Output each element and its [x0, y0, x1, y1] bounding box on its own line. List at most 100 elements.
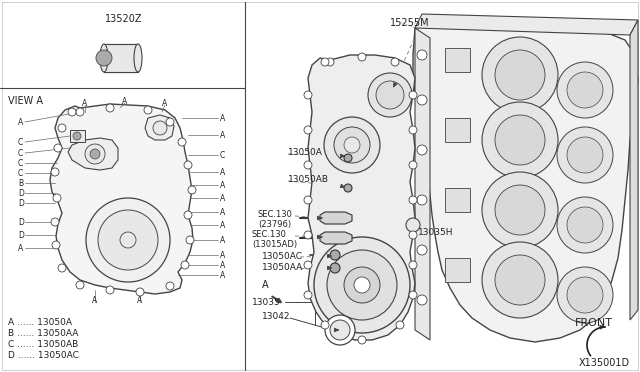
Polygon shape: [415, 14, 638, 35]
Circle shape: [184, 211, 192, 219]
Text: X135001D: X135001D: [579, 358, 630, 368]
Text: VIEW A: VIEW A: [8, 96, 43, 106]
Circle shape: [557, 127, 613, 183]
Circle shape: [330, 250, 340, 260]
Circle shape: [330, 263, 340, 273]
Circle shape: [482, 102, 558, 178]
Ellipse shape: [100, 44, 108, 72]
Circle shape: [85, 144, 105, 164]
Circle shape: [391, 58, 399, 66]
Circle shape: [396, 321, 404, 329]
Ellipse shape: [134, 44, 142, 72]
Circle shape: [304, 291, 312, 299]
Text: A: A: [220, 180, 225, 189]
Text: A: A: [220, 260, 225, 269]
Circle shape: [52, 241, 60, 249]
Circle shape: [409, 231, 417, 239]
Polygon shape: [445, 188, 470, 212]
Text: B: B: [18, 179, 23, 187]
Circle shape: [53, 194, 61, 202]
Text: A: A: [18, 244, 23, 253]
Polygon shape: [445, 258, 470, 282]
Text: D: D: [18, 199, 24, 208]
Polygon shape: [104, 44, 138, 72]
Text: A: A: [122, 97, 127, 106]
Circle shape: [96, 50, 112, 66]
Circle shape: [409, 261, 417, 269]
Circle shape: [106, 286, 114, 294]
Circle shape: [358, 336, 366, 344]
Circle shape: [417, 95, 427, 105]
Text: A: A: [220, 113, 225, 122]
Circle shape: [76, 108, 84, 116]
Text: A: A: [220, 221, 225, 230]
Circle shape: [321, 58, 329, 66]
Text: 13050AC: 13050AC: [262, 252, 303, 261]
Circle shape: [186, 236, 194, 244]
Circle shape: [417, 295, 427, 305]
Circle shape: [304, 126, 312, 134]
Text: C ...... 13050AB: C ...... 13050AB: [8, 340, 78, 349]
Circle shape: [417, 145, 427, 155]
Circle shape: [51, 168, 59, 176]
Circle shape: [495, 115, 545, 165]
Text: C: C: [220, 151, 225, 160]
Circle shape: [557, 197, 613, 253]
Circle shape: [368, 73, 412, 117]
Text: C: C: [18, 158, 23, 167]
Circle shape: [326, 58, 334, 66]
Circle shape: [68, 108, 76, 116]
Polygon shape: [320, 212, 352, 224]
Polygon shape: [445, 118, 470, 142]
Text: A: A: [220, 193, 225, 202]
Circle shape: [482, 172, 558, 248]
Circle shape: [324, 117, 380, 173]
Text: A: A: [220, 250, 225, 260]
Circle shape: [120, 232, 136, 248]
Circle shape: [482, 242, 558, 318]
Circle shape: [417, 245, 427, 255]
Circle shape: [54, 144, 62, 152]
Text: D: D: [18, 189, 24, 198]
Text: 15255M: 15255M: [390, 18, 429, 28]
Circle shape: [58, 124, 66, 132]
Circle shape: [567, 72, 603, 108]
Circle shape: [409, 291, 417, 299]
Text: FRONT: FRONT: [575, 318, 613, 328]
Text: 13042: 13042: [262, 312, 291, 321]
Circle shape: [181, 261, 189, 269]
Circle shape: [358, 53, 366, 61]
Circle shape: [334, 127, 370, 163]
Polygon shape: [68, 138, 118, 170]
Text: A: A: [220, 208, 225, 217]
Text: 13050A: 13050A: [288, 148, 323, 157]
Text: 13035: 13035: [252, 298, 281, 307]
Text: A: A: [138, 296, 143, 305]
Circle shape: [495, 185, 545, 235]
Circle shape: [417, 195, 427, 205]
Circle shape: [344, 267, 380, 303]
Text: D ...... 13050AC: D ...... 13050AC: [8, 351, 79, 360]
Circle shape: [557, 62, 613, 118]
Polygon shape: [413, 22, 638, 342]
Text: 13050AA: 13050AA: [262, 263, 303, 272]
Text: A: A: [220, 235, 225, 244]
Text: 13035H: 13035H: [418, 228, 454, 237]
Text: D: D: [18, 231, 24, 240]
Text: A: A: [220, 270, 225, 279]
Circle shape: [136, 288, 144, 296]
Polygon shape: [308, 55, 415, 340]
Text: SEC.130: SEC.130: [258, 210, 293, 219]
Text: B ...... 13050AA: B ...... 13050AA: [8, 329, 78, 338]
Circle shape: [409, 126, 417, 134]
Circle shape: [304, 161, 312, 169]
Text: A: A: [262, 280, 269, 290]
Circle shape: [90, 149, 100, 159]
Circle shape: [330, 320, 350, 340]
Polygon shape: [145, 115, 174, 140]
Circle shape: [73, 132, 81, 140]
Circle shape: [321, 321, 329, 329]
Polygon shape: [415, 28, 430, 340]
Circle shape: [344, 184, 352, 192]
Polygon shape: [445, 48, 470, 72]
